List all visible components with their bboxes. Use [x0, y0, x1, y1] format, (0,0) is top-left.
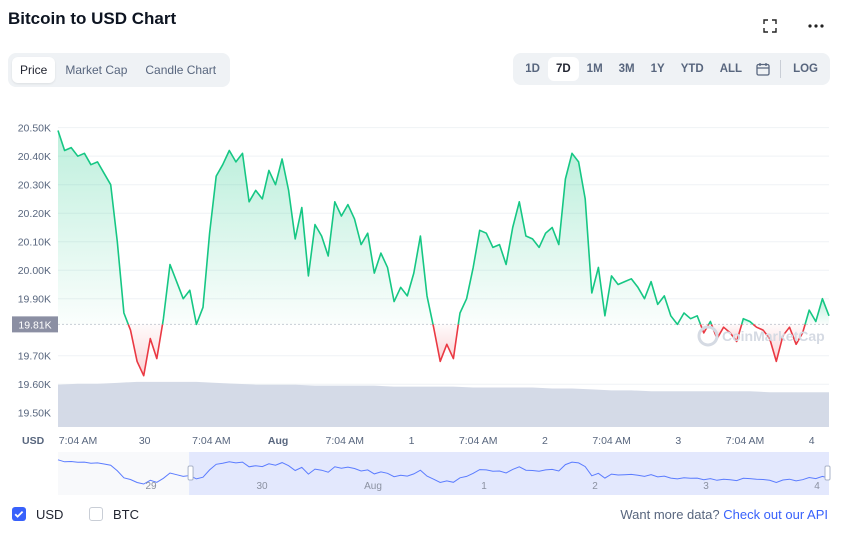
volume-area	[58, 381, 829, 427]
watermark-text: CoinMarketCap	[722, 328, 825, 344]
area-above-baseline	[58, 130, 129, 325]
price-line-up	[161, 149, 434, 326]
tab-price[interactable]: Price	[12, 57, 56, 83]
area-below-baseline	[128, 324, 163, 376]
y-tick-label: 20.50K	[18, 123, 51, 135]
price-line-up	[457, 152, 702, 326]
btc-label: BTC	[113, 507, 139, 522]
range-divider	[780, 60, 782, 78]
y-tick-label: 19.60K	[18, 379, 51, 391]
currency-label: USD	[22, 435, 45, 447]
tab-market-cap[interactable]: Market Cap	[65, 63, 128, 77]
range-1m[interactable]: 1M	[586, 63, 603, 75]
y-tick-label: 20.40K	[18, 151, 51, 163]
api-promo-text: Want more data?	[620, 507, 720, 522]
area-below-baseline	[433, 324, 459, 362]
usd-label: USD	[36, 507, 64, 522]
navigator-tick-label: 30	[256, 481, 268, 492]
y-tick-label: 20.00K	[18, 265, 51, 277]
navigator-tick-label: 4	[814, 481, 820, 492]
log-toggle[interactable]: LOG	[793, 63, 818, 75]
x-tick-label: 7:04 AM	[59, 435, 98, 447]
range-1d[interactable]: 1D	[525, 63, 540, 75]
x-tick-label: 3	[675, 435, 681, 447]
footer: USD BTC Want more data? Check out our AP…	[0, 505, 850, 527]
range-7d[interactable]: 7D	[547, 57, 579, 81]
price-line-up	[708, 320, 713, 325]
price-line-down	[432, 324, 460, 363]
x-tick-label: 30	[139, 435, 151, 447]
y-tick-label: 20.10K	[18, 237, 51, 249]
page-title: Bitcoin to USD Chart	[8, 9, 177, 28]
x-tick-label: 7:04 AM	[459, 435, 498, 447]
navigator-window	[189, 452, 829, 495]
x-tick-label: 7:04 AM	[326, 435, 365, 447]
area-above-baseline	[162, 150, 433, 325]
fullscreen-icon[interactable]	[758, 14, 782, 38]
navigator-tick-label: Aug	[364, 481, 382, 492]
area-above-baseline	[458, 153, 701, 325]
range-all[interactable]: ALL	[719, 63, 743, 75]
current-price-tag	[12, 316, 58, 333]
navigator-handle	[187, 465, 194, 481]
price-line-down	[127, 324, 164, 377]
range-3m[interactable]: 3M	[618, 63, 635, 75]
tab-candle-chart[interactable]: Candle Chart	[145, 63, 217, 77]
x-tick-label: 2	[542, 435, 548, 447]
top-actions	[758, 14, 828, 38]
price-line-down	[752, 323, 806, 363]
navigator-tick-label: 29	[145, 481, 157, 492]
x-tick-label: 1	[409, 435, 415, 447]
price-line-up	[57, 130, 130, 325]
range-1y[interactable]: 1Y	[650, 63, 665, 75]
area-above-baseline	[741, 318, 754, 325]
price-line-up	[804, 297, 830, 325]
chart-type-tabs: Price Market Cap Candle Chart	[8, 53, 231, 87]
watermark-logo	[697, 325, 719, 347]
current-price-label: 19.81K	[18, 319, 51, 331]
calendar-icon[interactable]	[750, 62, 776, 76]
price-line-up	[740, 317, 754, 326]
navigator-tick-label: 1	[481, 481, 487, 492]
time-range-tabs: 1D 7D 1M 3M 1Y YTD ALL LOG	[513, 53, 830, 85]
y-tick-label: 19.50K	[18, 408, 51, 420]
y-tick-label: 20.20K	[18, 208, 51, 220]
navigator-line	[57, 459, 830, 485]
x-tick-label: 7:04 AM	[726, 435, 765, 447]
api-link[interactable]: Check out our API	[723, 507, 828, 522]
btc-checkbox[interactable]	[89, 507, 103, 521]
api-promo: Want more data? Check out our API	[620, 507, 828, 522]
price-chart: CoinMarketCap 20.50K 20.40K 20.30K 20.20K 20…	[12, 123, 831, 495]
usd-checkbox[interactable]	[12, 507, 26, 521]
x-tick-label: 7:04 AM	[592, 435, 631, 447]
navigator-handle	[824, 465, 831, 481]
more-icon[interactable]	[804, 14, 828, 38]
navigator-tick-label: 2	[592, 481, 598, 492]
y-tick-label: 19.70K	[18, 351, 51, 363]
y-tick-label: 20.30K	[18, 180, 51, 192]
navigator-tick-label: 3	[703, 481, 709, 492]
x-tick-label: 4	[809, 435, 815, 447]
x-tick-label: 7:04 AM	[192, 435, 231, 447]
x-tick-label: Aug	[268, 435, 288, 447]
range-ytd[interactable]: YTD	[680, 63, 704, 75]
area-above-baseline	[805, 298, 829, 325]
y-tick-label: 19.90K	[18, 294, 51, 306]
